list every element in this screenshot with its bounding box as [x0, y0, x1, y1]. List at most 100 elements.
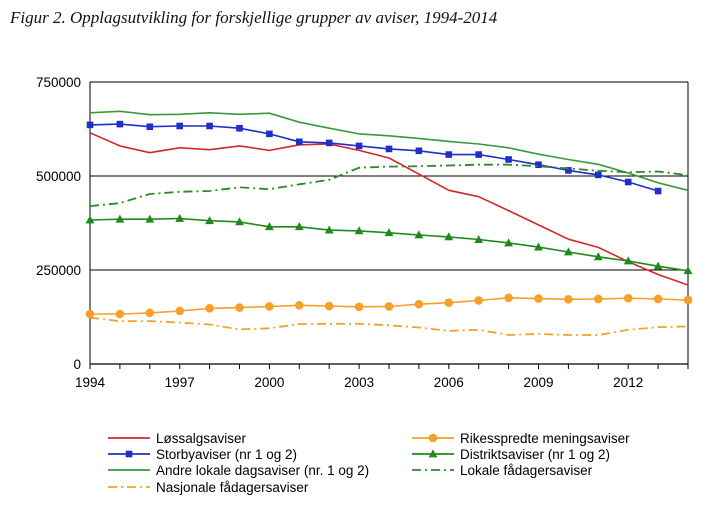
series-2-point-19 [654, 187, 662, 195]
series-3-point-8 [324, 225, 334, 234]
series-2-point-14 [505, 156, 512, 163]
series-2-point-16 [565, 167, 572, 174]
legend-label-4: Andre lokale dagsaviser (nr. 1 og 2) [156, 463, 369, 478]
series-2-point-5 [236, 124, 243, 132]
series-3-point-9 [354, 226, 364, 235]
series-2-point-1 [116, 120, 124, 128]
series-3-point-18 [623, 256, 633, 265]
series-2-point-3 [176, 122, 183, 130]
legend-item-4: Andre lokale dagsaviser (nr. 1 og 2) [108, 463, 369, 478]
series-3-point-0 [85, 215, 95, 224]
series-1-point-5 [235, 303, 244, 312]
series-3-point-15 [534, 242, 543, 251]
legend-label-0: Løssalgsaviser [156, 431, 247, 446]
x-tick-label-2012: 2012 [613, 375, 643, 390]
legend-label-3: Distriktsaviser (nr 1 og 2) [460, 447, 610, 462]
series-1-point-18 [623, 293, 633, 303]
series-line-4 [89, 110, 689, 192]
series-line-2 [89, 123, 659, 192]
series-2-point-12 [445, 151, 453, 158]
legend-label-5: Lokale fådagersaviser [460, 463, 593, 478]
series-3-point-13 [474, 234, 484, 243]
series-3-point-4 [205, 216, 214, 225]
legend-item-5: Lokale fådagersaviser [412, 463, 593, 478]
series-2 [86, 120, 662, 195]
series-3-point-7 [294, 222, 304, 231]
series-2-point-9 [355, 142, 363, 150]
series-3-point-3 [175, 213, 185, 222]
series-2-point-17 [595, 171, 602, 179]
series-1-point-4 [205, 304, 214, 313]
series-2-point-10 [385, 145, 393, 153]
chart-series [85, 110, 693, 336]
series-1-point-19 [653, 294, 663, 304]
series-4 [89, 110, 689, 192]
series-1-point-9 [354, 302, 364, 312]
series-1-point-6 [265, 302, 274, 311]
series-5 [89, 163, 689, 207]
x-tick-label-2006: 2006 [434, 375, 464, 390]
series-1-point-3 [175, 306, 184, 316]
series-line-3 [89, 217, 689, 272]
series-3-point-14 [504, 238, 513, 247]
series-2-point-6 [266, 130, 273, 138]
series-3-point-1 [115, 214, 125, 223]
x-tick-label-2003: 2003 [344, 375, 374, 390]
chart-axes: 0 250000 500000 750000 1994 1997 2000 2003 2006 2… [36, 75, 689, 390]
series-3-point-6 [265, 222, 274, 231]
series-3-point-17 [593, 252, 603, 261]
series-3-point-11 [414, 230, 424, 239]
series-1-point-14 [504, 293, 513, 303]
legend-marker-3 [428, 449, 438, 458]
series-1-point-7 [295, 301, 304, 310]
legend-label-2: Storbyaviser (nr 1 og 2) [156, 447, 297, 462]
series-2-point-11 [415, 147, 423, 155]
series-1-point-2 [145, 308, 155, 318]
series-3-point-19 [653, 261, 663, 270]
series-1-point-15 [534, 294, 543, 303]
series-1-point-0 [85, 309, 95, 319]
legend-item-3: Distriktsaviser (nr 1 og 2) [412, 447, 610, 462]
legend-item-0: Løssalgsaviser [108, 431, 247, 446]
x-tick-label-1994: 1994 [75, 375, 106, 390]
series-3-point-10 [384, 228, 394, 237]
legend-label-6: Nasjonale fådagersaviser [156, 480, 309, 495]
series-2-point-2 [146, 123, 154, 131]
series-3 [85, 213, 693, 275]
series-6 [89, 316, 689, 336]
series-line-6 [89, 316, 689, 336]
series-1-point-10 [384, 302, 394, 311]
legend-item-6: Nasjonale fådagersaviser [108, 480, 309, 495]
series-1-point-17 [594, 294, 603, 304]
x-tick-label-2000: 2000 [254, 375, 284, 390]
x-tick-label-2009: 2009 [523, 375, 553, 390]
series-3-point-5 [235, 217, 244, 226]
series-1-point-11 [414, 299, 424, 309]
series-2-point-4 [206, 122, 213, 130]
legend-item-1: Rikesspredte meningsaviser [412, 431, 630, 446]
series-1-point-1 [115, 309, 125, 319]
series-2-point-8 [325, 139, 333, 147]
series-0 [89, 132, 689, 286]
series-1-point-8 [324, 301, 334, 311]
series-3-point-12 [444, 232, 454, 241]
series-2-point-13 [475, 151, 482, 158]
series-3-point-16 [564, 247, 573, 256]
series-1-point-20 [683, 295, 693, 305]
x-tick-label-1997: 1997 [165, 375, 195, 390]
series-1-point-16 [564, 295, 573, 304]
series-line-5 [89, 163, 689, 207]
series-1-point-13 [474, 296, 484, 305]
series-3-point-20 [683, 266, 693, 275]
series-3-point-2 [145, 214, 155, 223]
series-2-point-18 [624, 178, 632, 186]
y-tick-label-500000: 500000 [36, 169, 81, 184]
y-tick-label-250000: 250000 [36, 263, 81, 278]
legend-item-2: Storbyaviser (nr 1 og 2) [108, 447, 297, 462]
series-1-point-12 [444, 298, 454, 308]
series-2-point-7 [296, 138, 303, 146]
legend-marker-2 [125, 450, 133, 458]
legend-label-1: Rikesspredte meningsaviser [460, 431, 630, 446]
series-line-0 [89, 132, 689, 286]
